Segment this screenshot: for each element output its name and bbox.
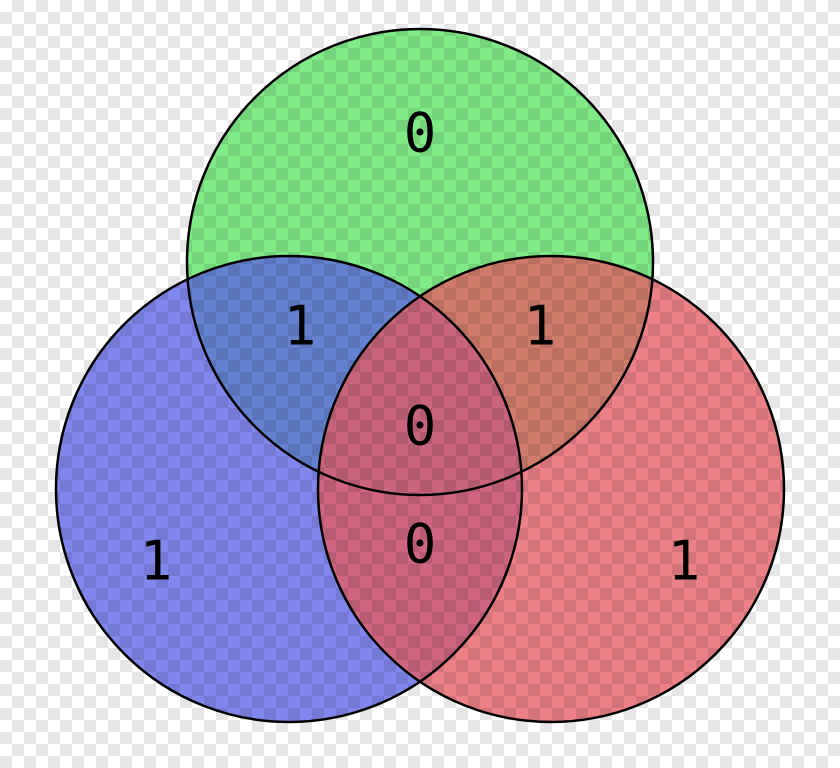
- region-label-left-only: 1: [140, 530, 173, 593]
- region-label-top-right: 1: [524, 295, 557, 358]
- region-label-top-only: 0: [404, 102, 437, 165]
- region-label-right-only: 1: [668, 530, 701, 593]
- region-label-left-right: 0: [404, 513, 437, 576]
- region-label-center: 0: [404, 395, 437, 458]
- venn-diagram: 0 1 1 0 0 1 1: [0, 0, 840, 768]
- region-label-top-left: 1: [284, 295, 317, 358]
- diagram-canvas: 0 1 1 0 0 1 1: [0, 0, 840, 768]
